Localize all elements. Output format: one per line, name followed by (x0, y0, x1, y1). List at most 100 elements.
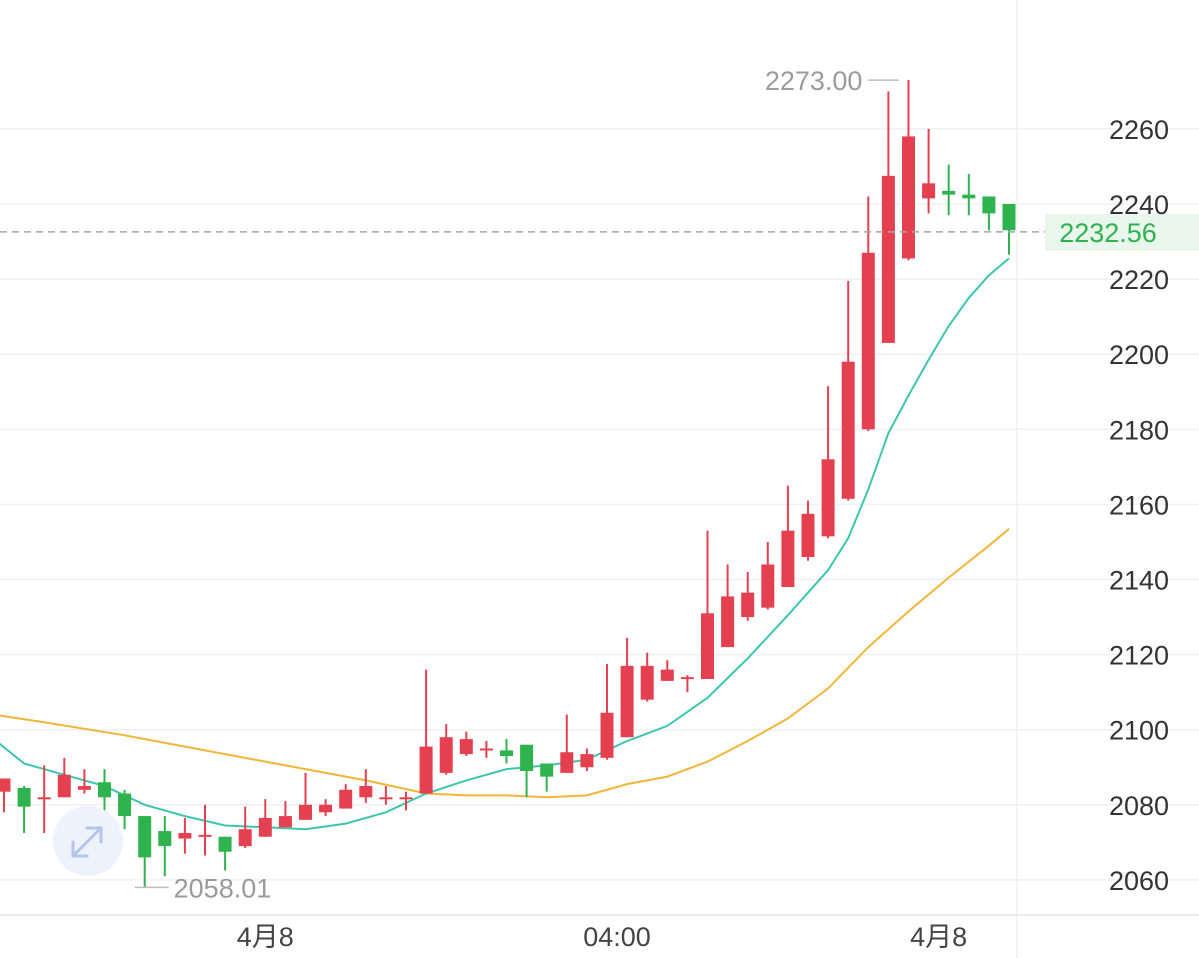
candle (37, 765, 51, 833)
y-tick-label: 2120 (1109, 641, 1169, 671)
high-price-label: 2273.00 (765, 66, 863, 96)
candle (821, 386, 835, 539)
candle (439, 724, 453, 775)
candle (680, 675, 694, 693)
y-tick-label: 2160 (1109, 490, 1169, 520)
moving-averages (0, 257, 1010, 831)
candle (942, 164, 956, 216)
candle-body (500, 750, 513, 756)
candle (479, 740, 493, 758)
candle (660, 660, 674, 681)
candle-body (902, 136, 915, 259)
candle-body (198, 834, 212, 837)
candle-body (258, 817, 272, 837)
candle-body (861, 252, 875, 430)
candle (218, 836, 232, 871)
annotations: 2232.56 2273.00 2058.01 (0, 66, 1199, 903)
y-tick-label: 2080 (1109, 791, 1169, 821)
candle (319, 799, 333, 817)
expand-chart-button[interactable] (53, 806, 123, 876)
candle-body (138, 816, 152, 858)
candle (359, 769, 373, 803)
candle-body (218, 836, 232, 852)
candle (0, 778, 11, 813)
candle (98, 769, 111, 813)
candle (520, 744, 534, 798)
candle-body (359, 786, 373, 798)
candle (861, 196, 875, 432)
candle (962, 173, 976, 216)
candle (459, 731, 473, 756)
candle-body (922, 183, 936, 199)
candle (198, 804, 212, 856)
candle-body (721, 596, 735, 648)
x-tick-label: 4月8 (237, 922, 294, 952)
y-tick-label: 2180 (1109, 415, 1169, 445)
candle (902, 80, 915, 261)
candle-body (620, 665, 634, 738)
y-tick-label: 2140 (1109, 566, 1169, 596)
expand-arrows-icon (71, 826, 103, 858)
candle-body (118, 793, 132, 817)
candle (57, 757, 71, 798)
candle-body (158, 831, 172, 847)
candle (258, 799, 272, 837)
candle (278, 801, 292, 828)
candle-body (841, 361, 855, 499)
candle (138, 816, 152, 888)
candle-body (178, 832, 192, 839)
ma-slow-line (0, 528, 1010, 799)
candle-body (17, 787, 31, 807)
last-price-label: 2232.56 (1059, 218, 1157, 248)
candle-body (37, 797, 51, 800)
candle (17, 786, 31, 833)
candle (701, 530, 714, 680)
candle (339, 784, 353, 809)
y-tick-label: 2240 (1109, 190, 1169, 220)
candle (500, 739, 513, 764)
candle-body (580, 754, 594, 768)
last-price-tag (1045, 213, 1199, 251)
candle (801, 500, 815, 561)
candle-body (821, 459, 835, 537)
candle-body (299, 804, 312, 820)
candle (540, 763, 554, 792)
candle (178, 817, 192, 854)
candle-body (801, 513, 815, 557)
candle (299, 772, 312, 820)
candle-body (98, 782, 111, 798)
candle-body (741, 592, 755, 618)
candle-body (77, 786, 91, 790)
candle (77, 769, 91, 794)
x-tick-label: 04:00 (583, 922, 651, 952)
candle (379, 786, 393, 805)
candle-body (339, 789, 353, 809)
candle-body (399, 797, 413, 800)
candle-body (0, 778, 11, 792)
candle (761, 541, 775, 610)
candle (1002, 204, 1016, 255)
candle (600, 663, 614, 760)
y-tick-label: 2260 (1109, 115, 1169, 145)
x-tick-label: 4月8 (910, 922, 967, 952)
candle-body (1002, 204, 1016, 231)
candle-body (439, 737, 453, 773)
candle (419, 669, 433, 794)
candle-body (781, 530, 795, 588)
candle-body (419, 746, 433, 794)
candle-body (560, 752, 574, 773)
candle (741, 571, 755, 621)
candle (922, 128, 936, 214)
ma-fast-line (0, 257, 1010, 831)
candle (399, 791, 413, 811)
y-tick-label: 2220 (1109, 265, 1169, 295)
candle-body (982, 196, 996, 214)
candle (560, 714, 574, 773)
candle-body (278, 816, 292, 828)
candle (158, 816, 172, 877)
candle (580, 748, 594, 772)
candle (841, 280, 855, 501)
candle (640, 652, 654, 702)
